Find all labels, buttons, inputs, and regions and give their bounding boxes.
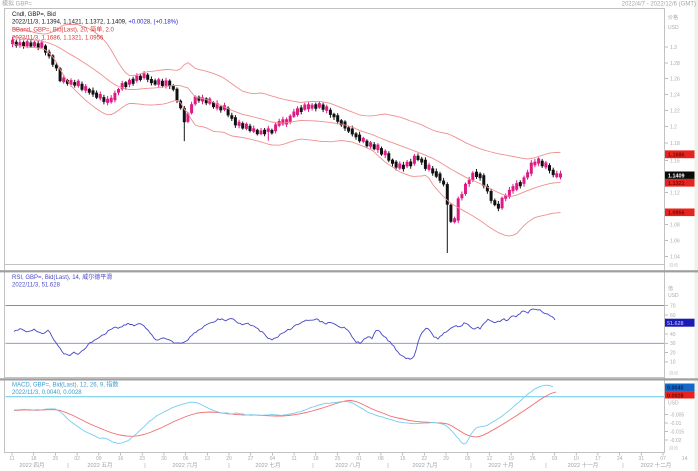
svg-text:-0.005: -0.005 <box>670 412 684 418</box>
svg-text:1.28: 1.28 <box>670 61 680 67</box>
svg-text:RSI, GBP=, Bid(Last), 14, 威尔德平: RSI, GBP=, Bid(Last), 14, 威尔德平滑 <box>12 273 112 281</box>
svg-text:1.12: 1.12 <box>670 190 680 196</box>
svg-text:|: | <box>67 463 68 469</box>
svg-text:70: 70 <box>670 303 676 309</box>
svg-text:11: 11 <box>291 456 296 462</box>
svg-text:|: | <box>144 463 145 469</box>
svg-text:11: 11 <box>9 456 14 462</box>
svg-text:2022 九月: 2022 九月 <box>412 461 437 469</box>
svg-text:02: 02 <box>74 456 80 462</box>
svg-text:0.0028: 0.0028 <box>667 393 684 399</box>
svg-text:1.1686: 1.1686 <box>668 153 685 159</box>
svg-text:1.2: 1.2 <box>670 124 677 130</box>
svg-text:10: 10 <box>573 456 579 462</box>
svg-text:价格: 价格 <box>668 14 678 21</box>
svg-text:09: 09 <box>96 456 102 462</box>
svg-text:2022 十月: 2022 十月 <box>488 461 513 469</box>
svg-text:|: | <box>312 463 313 469</box>
svg-text:60: 60 <box>670 313 676 319</box>
svg-text:-0.01: -0.01 <box>670 421 682 427</box>
svg-text:05: 05 <box>465 456 471 462</box>
svg-text:10: 10 <box>670 360 676 366</box>
svg-text:1.16: 1.16 <box>670 158 680 164</box>
svg-text:12: 12 <box>487 456 493 462</box>
svg-text:1.04: 1.04 <box>670 254 680 260</box>
svg-text:25: 25 <box>53 456 59 462</box>
svg-text:1.08: 1.08 <box>670 222 680 228</box>
svg-text:2022 十一月: 2022 十一月 <box>568 461 599 469</box>
svg-text:自动: 自动 <box>669 370 678 377</box>
svg-text:27: 27 <box>248 456 254 462</box>
svg-text:06: 06 <box>183 456 189 462</box>
svg-text:1.06: 1.06 <box>670 238 680 244</box>
svg-text:USD: USD <box>668 293 679 299</box>
svg-text:18: 18 <box>31 456 37 462</box>
svg-text:Cndl, GBP=, Bid: Cndl, GBP=, Bid <box>12 12 56 18</box>
svg-text:20: 20 <box>670 350 676 356</box>
svg-text:16: 16 <box>118 456 124 462</box>
svg-text:26: 26 <box>530 456 536 462</box>
svg-text:MACD, GBP=, Bid(Last), 12, 26,: MACD, GBP=, Bid(Last), 12, 26, 9, 指数 <box>12 381 119 389</box>
svg-text:30: 30 <box>161 456 167 462</box>
svg-text:15: 15 <box>400 456 406 462</box>
svg-text:1.1321: 1.1321 <box>668 181 685 187</box>
svg-text:40: 40 <box>670 332 676 338</box>
svg-text:USD: USD <box>668 25 679 31</box>
svg-text:1.22: 1.22 <box>670 108 680 114</box>
svg-text:13: 13 <box>205 456 211 462</box>
svg-text:23: 23 <box>139 456 145 462</box>
svg-text:31: 31 <box>639 456 645 462</box>
svg-text:04: 04 <box>270 456 276 462</box>
svg-text:24: 24 <box>617 456 623 462</box>
svg-text:14: 14 <box>682 456 688 462</box>
svg-text:22: 22 <box>422 456 428 462</box>
svg-text:2022/11/3, 0.0040, 0.0028: 2022/11/3, 0.0040, 0.0028 <box>12 390 82 396</box>
svg-text:2022/11/3, 1.1686, 1.1321, 1.0: 2022/11/3, 1.1686, 1.1321, 1.0956 <box>12 36 104 42</box>
svg-text:19: 19 <box>508 456 514 462</box>
svg-text:值: 值 <box>668 285 673 292</box>
svg-text:|: | <box>470 463 471 469</box>
svg-text:17: 17 <box>595 456 601 462</box>
svg-text:2022/4/7 - 2022/12/6 (GMT): 2022/4/7 - 2022/12/6 (GMT) <box>622 2 696 8</box>
svg-text:2022 五月: 2022 五月 <box>87 462 112 469</box>
svg-text:BBand, GBP=, Bid(Last), 20, 简单: BBand, GBP=, Bid(Last), 20, 简单, 2.0 <box>12 26 115 34</box>
svg-text:1.18: 1.18 <box>670 141 680 147</box>
svg-text:07: 07 <box>660 456 666 462</box>
svg-text:2022 八月: 2022 八月 <box>335 462 360 469</box>
svg-text:-0.015: -0.015 <box>670 429 684 435</box>
svg-text:1.24: 1.24 <box>670 92 680 98</box>
svg-text:1.0956: 1.0956 <box>668 211 685 217</box>
svg-text:-0.02: -0.02 <box>670 438 682 444</box>
svg-text:|: | <box>228 463 229 469</box>
svg-text:51.628: 51.628 <box>667 321 684 327</box>
svg-text:2022/11/3, 1.1394, 1.1421, 1.1: 2022/11/3, 1.1394, 1.1421, 1.1372, 1.140… <box>12 20 178 26</box>
svg-text:08: 08 <box>378 456 384 462</box>
svg-text:2022 六月: 2022 六月 <box>172 461 197 469</box>
svg-text:20: 20 <box>226 456 232 462</box>
svg-text:2022 七月: 2022 七月 <box>255 461 280 469</box>
svg-text:25: 25 <box>335 456 341 462</box>
svg-text:自动: 自动 <box>669 445 678 452</box>
svg-text:2022 四月: 2022 四月 <box>19 462 44 469</box>
svg-text:2022 十二月: 2022 十二月 <box>641 461 672 469</box>
svg-text:29: 29 <box>443 456 449 462</box>
svg-text:03: 03 <box>552 456 558 462</box>
svg-text:1.3: 1.3 <box>670 45 677 51</box>
svg-text:1.26: 1.26 <box>670 76 680 82</box>
svg-text:自动: 自动 <box>669 262 678 269</box>
svg-text:|: | <box>387 463 388 469</box>
svg-text:18: 18 <box>313 456 319 462</box>
svg-text:USD: USD <box>668 401 679 407</box>
svg-text:0.0040: 0.0040 <box>667 386 684 392</box>
svg-text:|: | <box>622 463 623 469</box>
svg-text:01: 01 <box>356 456 362 462</box>
svg-text:模拟 GBP=: 模拟 GBP= <box>2 0 32 8</box>
svg-text:2022/11/3, 51.628: 2022/11/3, 51.628 <box>12 283 61 289</box>
svg-text:1.1409: 1.1409 <box>668 174 685 180</box>
svg-text:|: | <box>545 463 546 469</box>
svg-text:30: 30 <box>670 341 676 347</box>
